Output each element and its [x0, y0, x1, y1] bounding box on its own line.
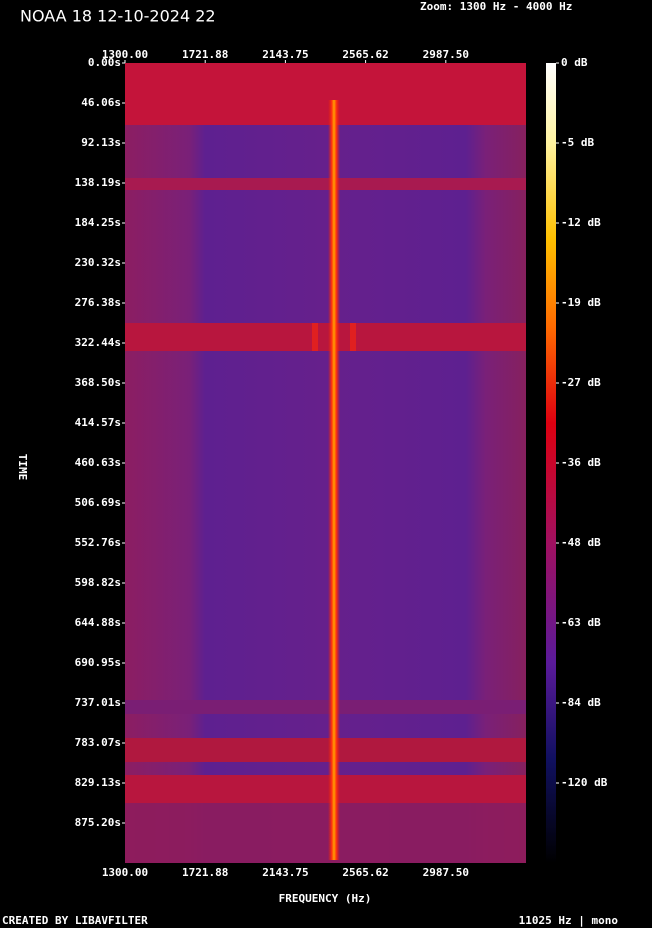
- spectrogram: [125, 63, 526, 863]
- colorbar-tick-label: -63 dB: [561, 616, 601, 629]
- x-axis-label: FREQUENCY (Hz): [279, 892, 372, 905]
- x-tick-label-top: 1300.00: [102, 48, 148, 61]
- x-tick-label-bottom: 2143.75: [262, 866, 308, 879]
- x-tick-label-bottom: 2565.62: [342, 866, 388, 879]
- colorbar-tick-label: -12 dB: [561, 216, 601, 229]
- footer-left: CREATED BY LIBAVFILTER: [2, 914, 148, 927]
- colorbar-tick-label: -5 dB: [561, 136, 594, 149]
- chart-title: NOAA 18 12-10-2024 22: [20, 7, 216, 26]
- y-tick-label: 875.20s: [75, 816, 121, 829]
- y-tick-label: 46.06s: [81, 96, 121, 109]
- footer-right: 11025 Hz | mono: [519, 914, 619, 927]
- y-tick-label: 552.76s: [75, 536, 121, 549]
- y-tick-label: 737.01s: [75, 696, 121, 709]
- x-tick-label-bottom: 1300.00: [102, 866, 148, 879]
- y-tick-label: 690.95s: [75, 656, 121, 669]
- zoom-label: Zoom: 1300 Hz - 4000 Hz: [420, 0, 572, 13]
- y-tick-label: 230.32s: [75, 256, 121, 269]
- y-tick-label: 414.57s: [75, 416, 121, 429]
- y-tick-label: 138.19s: [75, 176, 121, 189]
- y-tick-label: 276.38s: [75, 296, 121, 309]
- y-axis-label: TIME: [16, 454, 29, 481]
- x-tick-label-top: 2565.62: [342, 48, 388, 61]
- y-tick-label: 506.69s: [75, 496, 121, 509]
- colorbar-tick-label: -120 dB: [561, 776, 608, 789]
- y-tick-label: 184.25s: [75, 216, 121, 229]
- x-tick-label-top: 2143.75: [262, 48, 308, 61]
- colorbar-tick-label: -36 dB: [561, 456, 601, 469]
- y-tick-label: 368.50s: [75, 376, 121, 389]
- y-tick-label: 460.63s: [75, 456, 121, 469]
- y-tick-label: 644.88s: [75, 616, 121, 629]
- y-tick-label: 598.82s: [75, 576, 121, 589]
- x-tick-label-top: 1721.88: [182, 48, 228, 61]
- y-tick-label: 829.13s: [75, 776, 121, 789]
- colorbar-tick-label: -27 dB: [561, 376, 601, 389]
- x-tick-label-top: 2987.50: [423, 48, 469, 61]
- x-tick-label-bottom: 2987.50: [423, 866, 469, 879]
- colorbar: [546, 63, 556, 863]
- y-tick-label: 0.00s: [88, 56, 121, 69]
- colorbar-tick-label: 0 dB: [561, 56, 588, 69]
- y-tick-label: 783.07s: [75, 736, 121, 749]
- colorbar-tick-label: -84 dB: [561, 696, 601, 709]
- y-tick-label: 322.44s: [75, 336, 121, 349]
- colorbar-tick-label: -48 dB: [561, 536, 601, 549]
- colorbar-tick-label: -19 dB: [561, 296, 601, 309]
- y-tick-label: 92.13s: [81, 136, 121, 149]
- x-tick-label-bottom: 1721.88: [182, 866, 228, 879]
